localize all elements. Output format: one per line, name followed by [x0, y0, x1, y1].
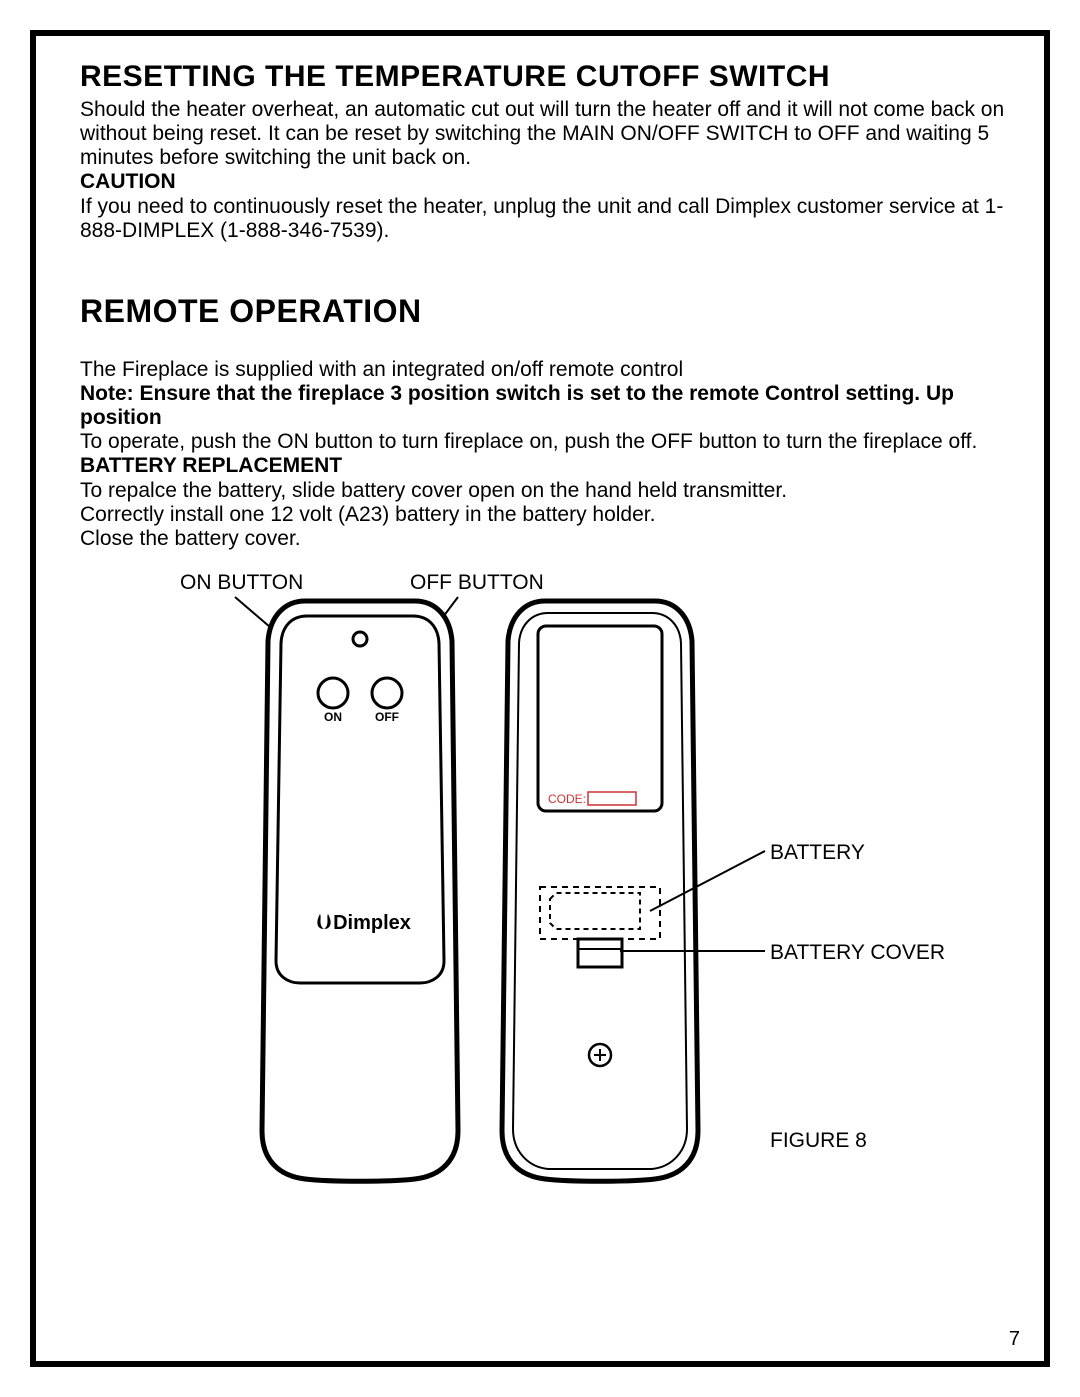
remote-figure: ON BUTTON OFF BUTTON BATTERY BATTERY COV… [80, 571, 980, 1211]
battery-cover [578, 939, 622, 967]
battery-line2: Correctly install one 12 volt (A23) batt… [80, 503, 1040, 527]
section1-para1: Should the heater overheat, an automatic… [80, 98, 1040, 170]
section2-para1: The Fireplace is supplied with an integr… [80, 358, 1040, 382]
remote-front: ON OFF Dimplex [262, 601, 458, 1181]
section2-note: Note: Ensure that the fireplace 3 positi… [80, 382, 1040, 430]
battery-heading: BATTERY REPLACEMENT [80, 454, 1040, 478]
battery-line3: Close the battery cover. [80, 527, 1040, 551]
off-text: OFF [375, 710, 399, 724]
battery-label: BATTERY [770, 841, 865, 865]
caution-text: If you need to continuously reset the he… [80, 195, 1040, 243]
on-text: ON [324, 710, 342, 724]
code-text: CODE: [548, 792, 586, 806]
battery-line1: To repalce the battery, slide battery co… [80, 479, 1040, 503]
figure-label: FIGURE 8 [770, 1129, 867, 1153]
svg-text:Dimplex: Dimplex [333, 912, 411, 934]
on-button-icon [318, 678, 348, 708]
remote-diagram-svg: ON OFF Dimplex [80, 571, 980, 1211]
page-number: 7 [1009, 1328, 1020, 1351]
page-content: RESETTING THE TEMPERATURE CUTOFF SWITCH … [80, 60, 1040, 1211]
caution-label: CAUTION [80, 170, 1040, 194]
section1-heading: RESETTING THE TEMPERATURE CUTOFF SWITCH [80, 60, 1040, 94]
battery-cover-label: BATTERY COVER [770, 941, 945, 965]
off-button-label: OFF BUTTON [410, 571, 544, 595]
on-button-label: ON BUTTON [180, 571, 303, 595]
section2-para2: To operate, push the ON button to turn f… [80, 430, 1040, 454]
remote-back: CODE: [502, 601, 698, 1181]
section2-heading: REMOTE OPERATION [80, 293, 1040, 330]
off-button-icon [372, 678, 402, 708]
